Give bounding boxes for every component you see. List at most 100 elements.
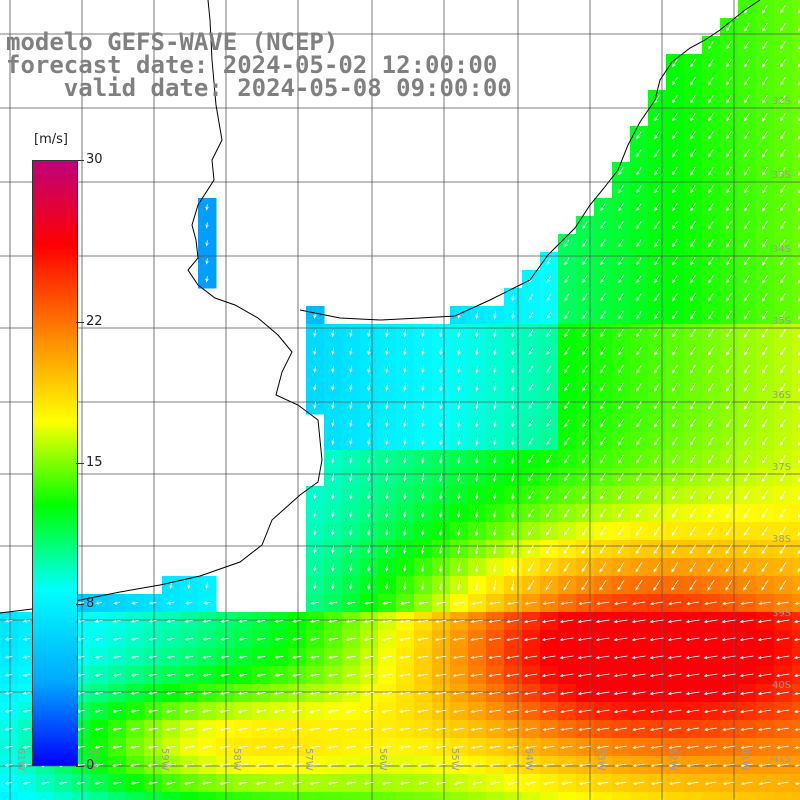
wind-arrow bbox=[743, 490, 750, 500]
wind-arrow bbox=[255, 781, 266, 785]
wind-arrow bbox=[345, 691, 356, 695]
wind-arrow bbox=[201, 745, 213, 750]
wind-arrow bbox=[417, 601, 428, 605]
wind-arrow bbox=[148, 601, 157, 605]
wind-arrow bbox=[578, 763, 591, 768]
wind-arrow bbox=[457, 365, 461, 374]
wind-arrow bbox=[202, 619, 211, 623]
wind-arrow bbox=[690, 293, 696, 302]
wind-arrow bbox=[511, 490, 515, 501]
wind-arrow bbox=[205, 222, 209, 229]
wind-arrow bbox=[722, 727, 736, 732]
wind-arrow bbox=[654, 149, 660, 158]
wind-arrow bbox=[685, 691, 700, 696]
wind-arrow bbox=[744, 311, 750, 320]
wind-arrow bbox=[744, 436, 750, 446]
wind-arrow bbox=[22, 637, 31, 641]
wind-arrow bbox=[309, 655, 320, 659]
latitude-label: 37S bbox=[772, 462, 791, 473]
wind-speed-cell bbox=[144, 792, 163, 800]
wind-arrow bbox=[528, 401, 534, 409]
wind-arrow bbox=[761, 526, 769, 537]
wind-arrow bbox=[581, 526, 588, 536]
wind-arrow bbox=[798, 297, 800, 302]
wind-arrow bbox=[744, 59, 750, 68]
wind-arrow bbox=[541, 673, 556, 678]
wind-arrow bbox=[457, 419, 461, 428]
wind-arrow bbox=[453, 781, 464, 785]
wind-arrow bbox=[493, 437, 497, 446]
wind-arrow bbox=[439, 472, 443, 482]
wind-arrow bbox=[475, 311, 479, 320]
wind-arrow bbox=[689, 544, 697, 555]
wind-speed-cell bbox=[630, 792, 649, 800]
wind-arrow bbox=[111, 727, 122, 731]
wind-arrow bbox=[654, 490, 660, 500]
wind-arrow bbox=[274, 637, 284, 641]
wind-arrow bbox=[112, 655, 121, 659]
wind-arrow bbox=[399, 745, 411, 750]
wind-arrow bbox=[582, 401, 588, 410]
wind-arrow bbox=[345, 745, 357, 750]
wind-speed-cell bbox=[792, 180, 800, 199]
wind-arrow bbox=[798, 27, 800, 32]
wind-arrow bbox=[345, 727, 357, 732]
wind-arrow bbox=[129, 727, 140, 731]
wind-arrow bbox=[779, 328, 786, 338]
wind-arrow bbox=[475, 347, 479, 356]
wind-arrow bbox=[367, 365, 371, 374]
wind-arrow bbox=[309, 727, 321, 732]
wind-arrow bbox=[331, 365, 335, 374]
wind-arrow bbox=[40, 781, 49, 785]
wind-speed-cell bbox=[0, 792, 19, 800]
wind-arrow bbox=[470, 691, 483, 696]
wind-speed-cell bbox=[792, 270, 800, 289]
wind-arrow bbox=[367, 437, 371, 446]
wind-arrow bbox=[506, 709, 519, 714]
wind-arrow bbox=[577, 619, 592, 624]
wind-arrow bbox=[649, 727, 664, 732]
wind-arrow bbox=[722, 745, 735, 750]
wind-arrow bbox=[726, 454, 732, 464]
wind-arrow bbox=[349, 329, 353, 338]
wind-arrow bbox=[398, 691, 411, 696]
wind-arrow bbox=[672, 275, 678, 284]
wind-arrow bbox=[690, 311, 696, 320]
wind-arrow bbox=[618, 347, 624, 356]
wind-arrow bbox=[708, 77, 714, 86]
wind-arrow bbox=[22, 655, 31, 659]
wind-speed-cell bbox=[720, 792, 739, 800]
wind-arrow bbox=[546, 293, 552, 301]
wind-arrow bbox=[636, 167, 642, 176]
wind-arrow bbox=[385, 491, 389, 500]
wind-arrow bbox=[165, 727, 176, 731]
wind-arrow bbox=[703, 637, 718, 642]
wind-arrow bbox=[636, 383, 642, 392]
wind-arrow bbox=[689, 418, 696, 428]
wind-arrow bbox=[667, 727, 682, 732]
wind-arrow bbox=[707, 436, 714, 446]
wind-arrow bbox=[686, 601, 700, 606]
wind-arrow bbox=[559, 619, 574, 624]
wind-arrow bbox=[636, 257, 642, 266]
wind-arrow bbox=[452, 619, 465, 624]
wind-speed-cell bbox=[792, 396, 800, 415]
wind-arrow bbox=[632, 781, 645, 786]
wind-arrow bbox=[780, 238, 786, 248]
wind-arrow bbox=[689, 526, 697, 537]
wind-arrow bbox=[708, 131, 714, 140]
wind-arrow bbox=[205, 240, 209, 247]
latitude-label: 36S bbox=[772, 390, 791, 401]
wind-arrow bbox=[475, 454, 479, 464]
wind-arrow bbox=[744, 203, 750, 212]
wind-arrow bbox=[744, 275, 750, 284]
wind-arrow bbox=[493, 347, 497, 356]
wind-arrow bbox=[493, 454, 497, 465]
wind-arrow bbox=[761, 490, 768, 500]
wind-arrow bbox=[148, 673, 157, 677]
forecast-date: forecast date: 2024-05-02 12:00:00 bbox=[6, 51, 498, 79]
wind-arrow bbox=[417, 727, 429, 732]
wind-arrow bbox=[183, 763, 194, 767]
wind-speed-cell bbox=[792, 414, 800, 433]
